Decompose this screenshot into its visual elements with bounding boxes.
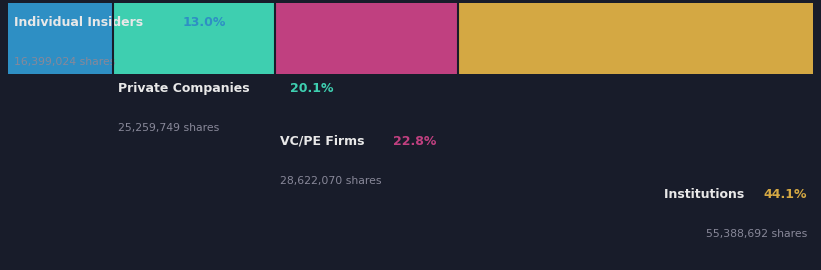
Bar: [112, 3, 274, 74]
Text: 55,388,692 shares: 55,388,692 shares: [706, 229, 807, 239]
Text: Individual Insiders: Individual Insiders: [14, 16, 147, 29]
Text: 44.1%: 44.1%: [764, 188, 807, 201]
Text: Institutions: Institutions: [664, 188, 749, 201]
Text: 22.8%: 22.8%: [392, 135, 436, 148]
Text: 20.1%: 20.1%: [291, 82, 334, 95]
Text: 25,259,749 shares: 25,259,749 shares: [118, 123, 220, 133]
Text: 28,622,070 shares: 28,622,070 shares: [280, 176, 382, 186]
Text: 13.0%: 13.0%: [182, 16, 226, 29]
Text: Private Companies: Private Companies: [118, 82, 255, 95]
Bar: [8, 3, 112, 74]
Text: 16,399,024 shares: 16,399,024 shares: [14, 57, 115, 67]
Text: VC/PE Firms: VC/PE Firms: [280, 135, 369, 148]
Bar: [458, 3, 813, 74]
Bar: [274, 3, 458, 74]
